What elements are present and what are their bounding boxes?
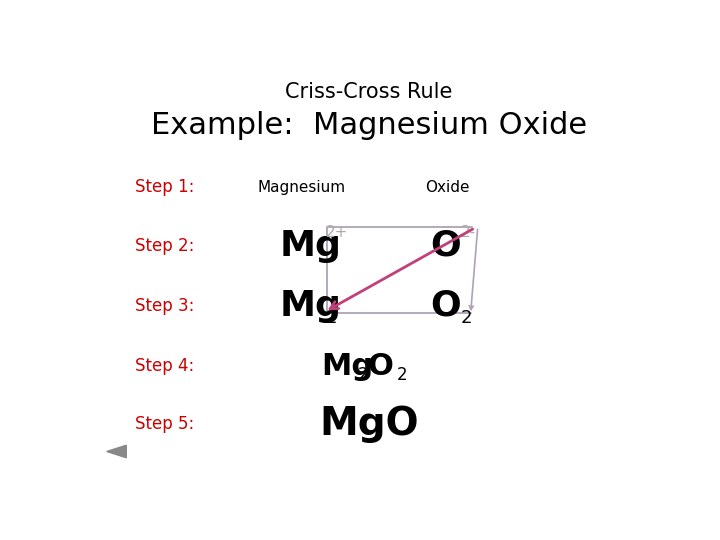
Text: 2+: 2+ [325, 225, 348, 240]
Text: Step 5:: Step 5: [135, 415, 194, 434]
Text: Example:  Magnesium Oxide: Example: Magnesium Oxide [151, 111, 587, 140]
Text: Mg: Mg [280, 228, 341, 262]
Text: 2-: 2- [461, 225, 476, 240]
Text: Oxide: Oxide [425, 180, 469, 195]
Text: Step 2:: Step 2: [135, 237, 194, 255]
Text: O: O [367, 352, 393, 381]
Text: Mg: Mg [322, 352, 374, 381]
Text: Step 3:: Step 3: [135, 297, 194, 315]
Text: Mg: Mg [280, 289, 341, 323]
Polygon shape [107, 446, 126, 458]
Text: 2: 2 [397, 367, 408, 384]
Text: Step 1:: Step 1: [135, 178, 194, 197]
Text: MgO: MgO [319, 406, 419, 443]
Text: 2: 2 [325, 308, 337, 327]
Text: 2: 2 [461, 308, 472, 327]
Text: Magnesium: Magnesium [258, 180, 346, 195]
Text: 2: 2 [358, 367, 369, 384]
Text: O: O [431, 289, 461, 323]
Text: O: O [431, 228, 461, 262]
Text: Step 4:: Step 4: [135, 357, 194, 375]
Text: Criss-Cross Rule: Criss-Cross Rule [285, 82, 453, 102]
